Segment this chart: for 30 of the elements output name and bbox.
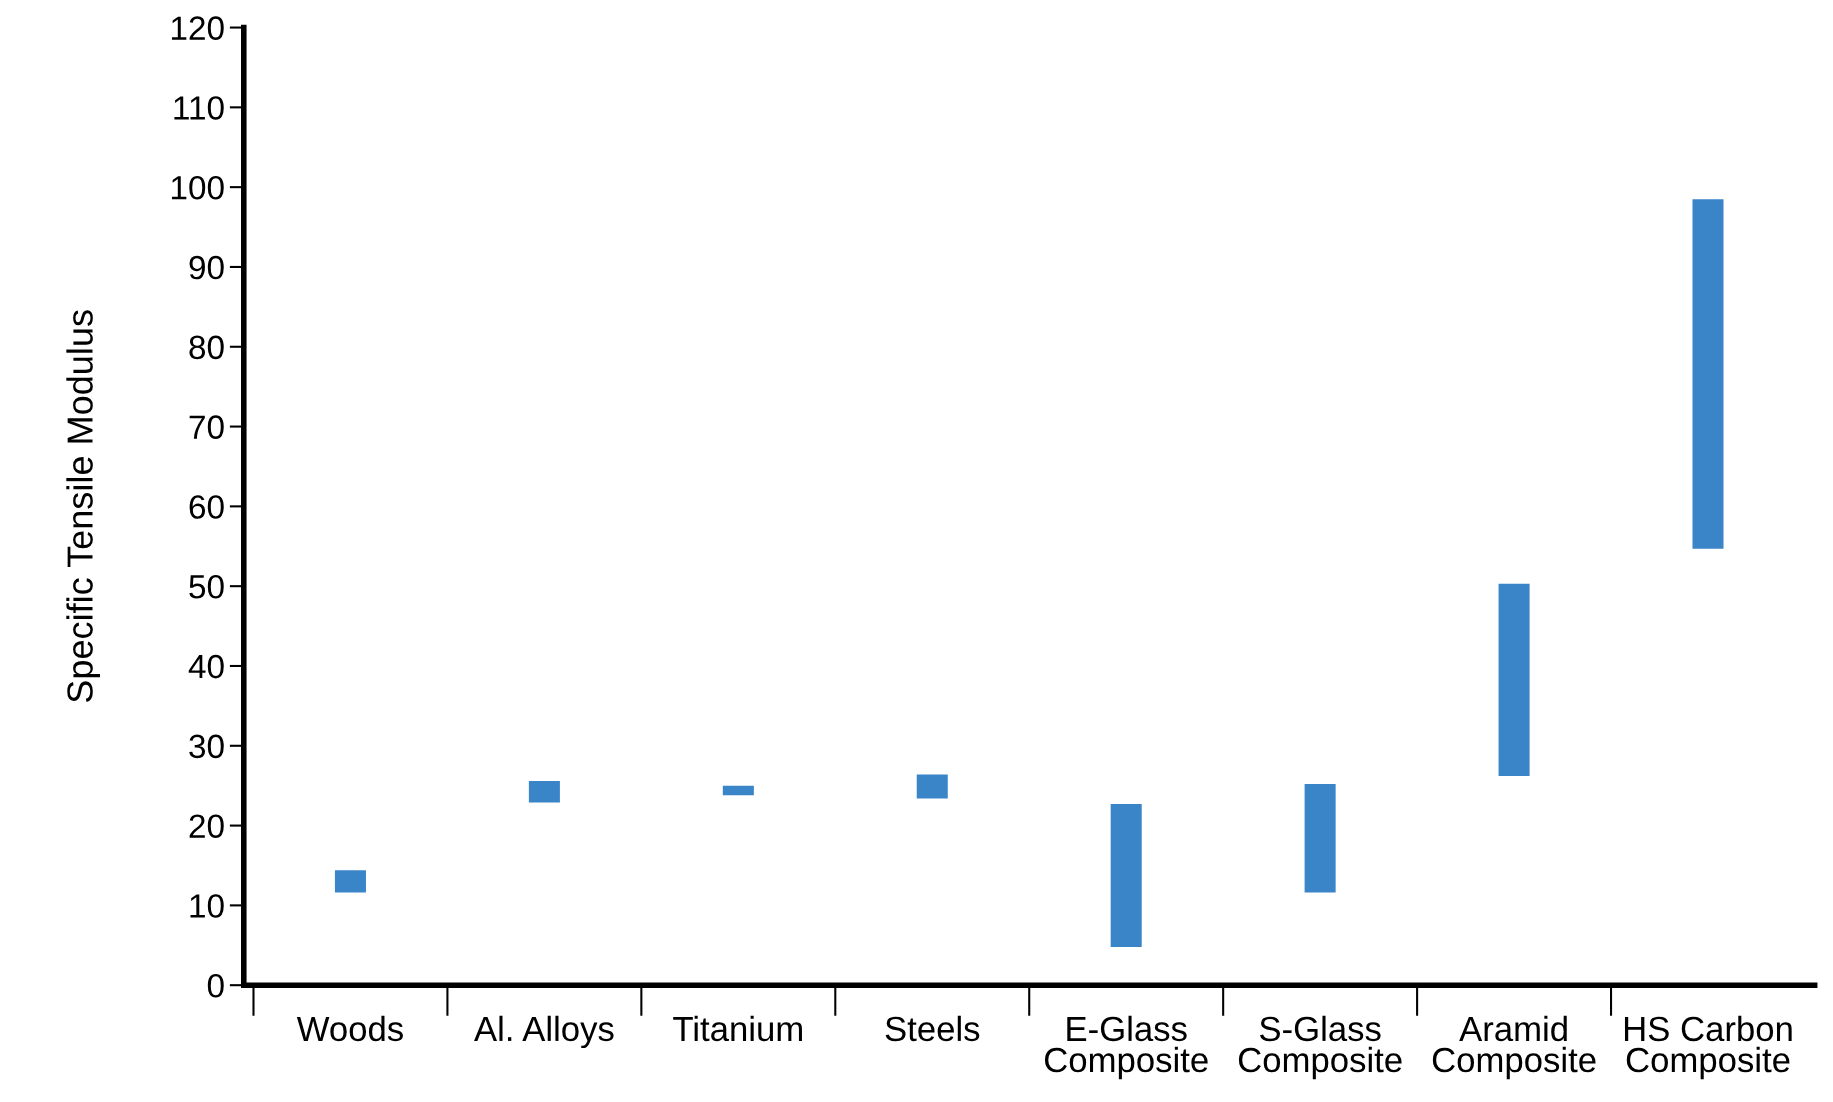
x-tick-label: Steels [885,1015,980,1042]
x-tick-label: Woods [296,1015,403,1042]
y-tick-label: 20 [189,814,224,838]
bar [916,774,948,799]
y-tick-label: 0 [207,973,224,998]
y-tick-label: 10 [190,894,224,918]
y-tick-label: 80 [189,335,224,360]
bar [1304,784,1336,893]
x-tick-label: S-Glass Composite [1238,1015,1402,1080]
bar [722,785,754,796]
x-tick-label: Titanium [673,1015,802,1042]
y-tick-label: 40 [188,654,224,679]
y-tick-label: 70 [189,415,224,439]
bar [334,870,366,893]
y-tick-label: 110 [174,96,224,120]
bar [528,780,560,803]
y-tick-label: 90 [189,255,224,280]
y-tick-label: 100 [171,175,224,200]
x-tick-label: HS Carbon Composite [1624,1015,1792,1080]
y-axis-title: Specific Tensile Modulus [66,310,100,703]
bar [1498,583,1530,777]
bar [1692,199,1724,549]
y-tick-label: 60 [189,495,224,519]
y-tick-label: 30 [189,734,224,759]
x-tick-label: Aramid Composite [1432,1015,1596,1080]
y-tick-label: 50 [189,574,224,599]
bar [1110,804,1142,947]
x-tick-label: E-Glass Composite [1044,1015,1208,1080]
y-tick-label: 120 [171,16,224,40]
x-tick-label: Al. Alloys [474,1015,614,1049]
